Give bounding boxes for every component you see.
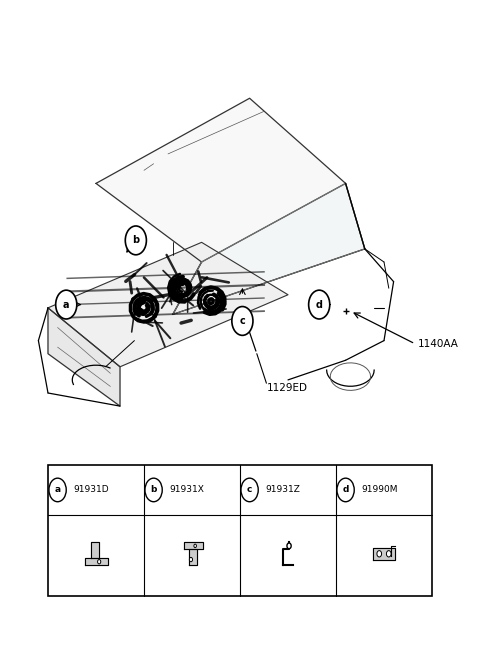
Text: 91990M: 91990M [361, 485, 397, 495]
Polygon shape [48, 242, 288, 367]
Polygon shape [173, 183, 365, 314]
Circle shape [189, 557, 192, 562]
Polygon shape [48, 308, 120, 406]
Circle shape [309, 290, 330, 319]
Text: b: b [150, 485, 157, 495]
Circle shape [49, 478, 66, 502]
Circle shape [125, 226, 146, 255]
Polygon shape [189, 550, 197, 565]
Text: 1140AA: 1140AA [418, 339, 458, 349]
Text: a: a [63, 299, 70, 310]
Polygon shape [96, 98, 346, 262]
Text: c: c [247, 485, 252, 495]
Polygon shape [373, 548, 395, 559]
Circle shape [145, 478, 162, 502]
Text: a: a [55, 485, 60, 495]
Circle shape [377, 551, 382, 557]
Bar [48, 465, 432, 596]
Circle shape [56, 290, 77, 319]
Circle shape [232, 307, 253, 335]
Circle shape [97, 559, 101, 564]
Circle shape [386, 551, 391, 557]
Text: 1129ED: 1129ED [266, 383, 307, 393]
Text: c: c [240, 316, 245, 326]
Text: 91931D: 91931D [73, 485, 109, 495]
Polygon shape [91, 542, 99, 558]
Text: d: d [342, 485, 349, 495]
Circle shape [337, 478, 354, 502]
Text: 91931X: 91931X [170, 485, 204, 495]
Text: 91931Z: 91931Z [266, 485, 300, 495]
Circle shape [241, 478, 258, 502]
Circle shape [194, 544, 196, 548]
Polygon shape [85, 558, 108, 565]
Polygon shape [183, 542, 203, 550]
Text: b: b [132, 235, 139, 246]
Circle shape [287, 543, 291, 549]
Text: d: d [316, 299, 323, 310]
